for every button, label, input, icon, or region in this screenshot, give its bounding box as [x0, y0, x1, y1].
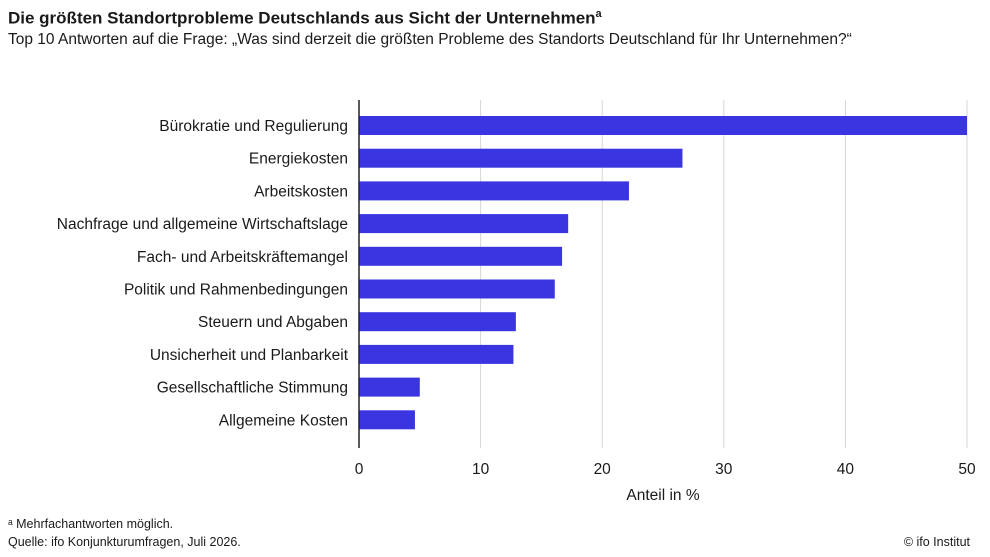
bar — [359, 377, 420, 397]
bar — [359, 279, 555, 299]
category-label: Energiekosten — [249, 151, 348, 168]
bar — [359, 181, 629, 201]
category-label: Bürokratie und Regulierung — [159, 118, 348, 135]
x-tick-label: 50 — [958, 461, 976, 478]
category-label: Nachfrage und allgemeine Wirtschaftslage — [57, 216, 348, 233]
x-tick-label: 30 — [715, 461, 733, 478]
footnote: ᵃ Mehrfachantworten möglich. — [8, 517, 174, 531]
bar — [359, 148, 683, 168]
x-tick-label: 40 — [837, 461, 855, 478]
x-tick-label: 20 — [594, 461, 612, 478]
bar — [359, 344, 514, 364]
bar — [359, 312, 516, 332]
bar — [359, 214, 569, 234]
source-note: Quelle: ifo Konjunkturumfragen, Juli 202… — [8, 535, 241, 549]
category-label: Unsicherheit und Planbarkeit — [150, 347, 349, 364]
category-label: Gesellschaftliche Stimmung — [157, 380, 348, 397]
credit: © ifo Institut — [903, 535, 970, 549]
chart-title: Die größten Standortprobleme Deutschland… — [8, 8, 602, 29]
category-label: Allgemeine Kosten — [219, 412, 348, 429]
category-label: Fach- und Arbeitskräftemangel — [137, 249, 348, 266]
x-tick-label: 0 — [355, 461, 364, 478]
bar — [359, 246, 563, 266]
category-label: Politik und Rahmenbedingungen — [124, 282, 348, 299]
category-label: Arbeitskosten — [254, 183, 348, 200]
chart-title-text: Die größten Standortprobleme Deutschland… — [8, 8, 596, 28]
bar — [359, 116, 967, 135]
title-footnote-marker: a — [595, 8, 602, 20]
x-axis-label: Anteil in % — [626, 487, 699, 504]
bar — [359, 410, 415, 430]
chart-subtitle: Top 10 Antworten auf die Frage: „Was sin… — [8, 31, 852, 48]
category-label: Steuern und Abgaben — [198, 314, 348, 331]
x-tick-label: 10 — [472, 461, 490, 478]
